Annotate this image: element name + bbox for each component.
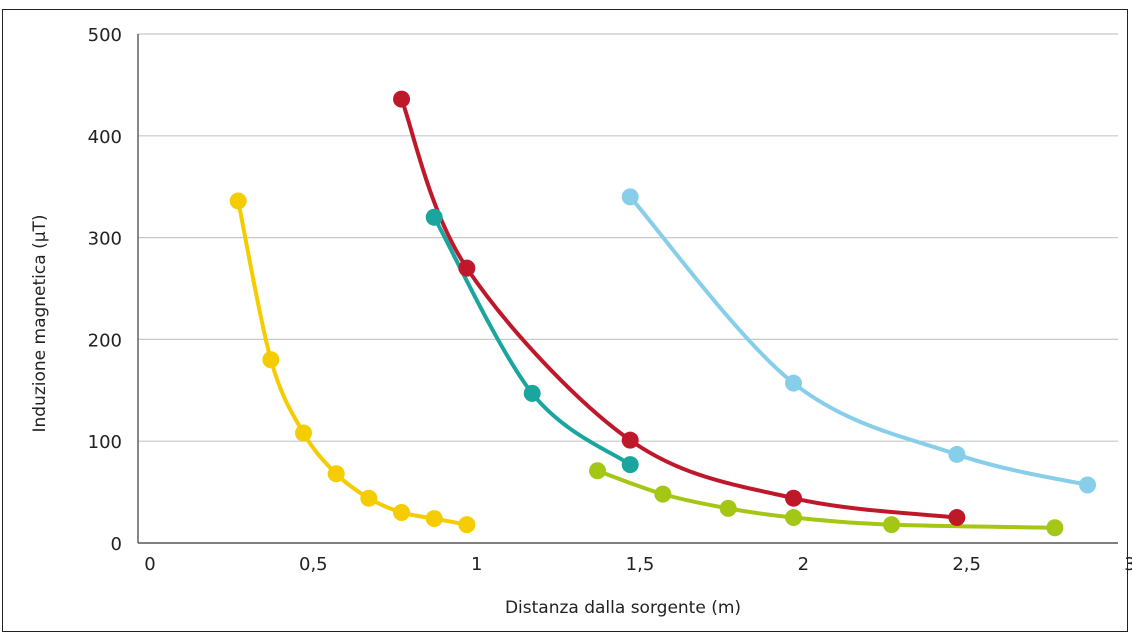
data-point-0-7: [458, 516, 476, 534]
data-point-1-3: [785, 489, 803, 507]
y-tick-labels: 0 100 200 300 400 500: [88, 25, 122, 555]
x-tick-label: 1: [471, 554, 482, 575]
y-tick-label: 500: [88, 25, 122, 46]
data-point-0-6: [425, 510, 443, 528]
data-point-2-2: [621, 456, 639, 474]
data-point-4-1: [654, 485, 672, 503]
data-point-3-1: [785, 374, 803, 392]
data-point-4-5: [1046, 519, 1064, 537]
data-point-1-4: [948, 509, 966, 527]
x-tick-label: 2: [798, 554, 809, 575]
data-point-0-4: [360, 489, 378, 507]
series-lines: [236, 97, 1090, 530]
data-point-4-4: [883, 516, 901, 534]
axes: [137, 34, 1118, 544]
data-point-0-0: [229, 192, 247, 210]
data-point-4-0: [589, 462, 607, 480]
grid-lines: [138, 33, 1118, 442]
series-line-1: [399, 97, 959, 520]
data-point-3-0: [621, 188, 639, 206]
data-point-0-2: [295, 424, 313, 442]
y-tick-label: 400: [88, 127, 122, 148]
chart-frame: [2, 9, 1128, 632]
y-tick-label: 100: [88, 432, 122, 453]
data-point-2-0: [425, 208, 443, 226]
data-point-4-2: [719, 499, 737, 517]
y-tick-label: 200: [88, 330, 122, 351]
y-tick-label: 0: [111, 534, 122, 555]
x-tick-label: 3: [1124, 554, 1132, 575]
data-point-3-3: [1079, 476, 1097, 494]
series-points: [229, 90, 1097, 537]
data-point-2-1: [523, 384, 541, 402]
x-tick-label: 1,5: [626, 554, 655, 575]
data-point-0-5: [393, 503, 411, 521]
data-point-1-0: [393, 90, 411, 108]
data-point-0-1: [262, 351, 280, 369]
x-tick-label: 2,5: [952, 554, 981, 575]
y-tick-label: 300: [88, 229, 122, 250]
x-tick-label: 0,5: [299, 554, 328, 575]
x-tick-label: 0: [144, 554, 155, 575]
x-tick-labels: 0 0,5 1 1,5 2 2,5 3: [144, 554, 1132, 575]
x-axis-title: Distanza dalla sorgente (m): [505, 598, 741, 618]
data-point-4-3: [785, 509, 803, 527]
series-line-2: [432, 215, 633, 467]
data-point-0-3: [327, 465, 345, 483]
data-point-3-2: [948, 445, 966, 463]
data-point-1-2: [621, 431, 639, 449]
data-point-1-1: [458, 259, 476, 277]
series-line-3: [628, 194, 1090, 487]
y-axis-title: Induzione magnetica (µT): [30, 214, 50, 432]
